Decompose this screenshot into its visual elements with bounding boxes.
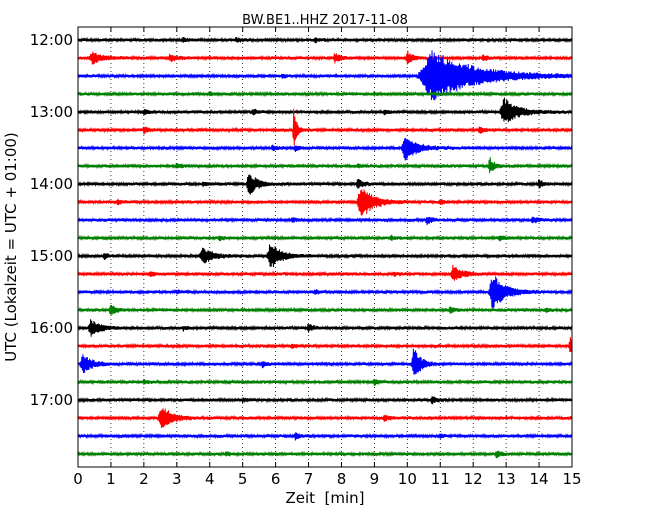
trace-1215 xyxy=(77,50,573,65)
trace-1400 xyxy=(77,174,573,195)
trace-1430 xyxy=(77,216,573,225)
x-tick-label: 9 xyxy=(370,470,380,488)
x-tick-label: 13 xyxy=(497,470,516,488)
trace-1300 xyxy=(77,97,573,123)
traces-layer xyxy=(77,36,573,459)
y-tick-label: 15:00 xyxy=(30,247,73,265)
x-tick-label: 10 xyxy=(398,470,417,488)
trace-1645 xyxy=(77,378,573,387)
trace-1700 xyxy=(77,396,573,405)
y-axis: 12:00 13:00 14:00 15:00 16:00 17:00 xyxy=(30,31,572,409)
grid-layer xyxy=(110,27,540,467)
trace-1745 xyxy=(77,450,573,459)
y-tick-label: 17:00 xyxy=(30,391,73,409)
y-tick-label: 12:00 xyxy=(30,31,73,49)
trace-1545 xyxy=(77,304,573,315)
x-axis: 0 1 2 3 4 5 6 7 8 9 10 11 12 13 14 15 xyxy=(73,27,582,488)
chart-title: BW.BE1..HHZ 2017-11-08 xyxy=(242,13,408,28)
trace-1730 xyxy=(77,432,573,441)
x-tick-label: 7 xyxy=(304,470,314,488)
x-tick-label: 6 xyxy=(271,470,281,488)
trace-1200 xyxy=(77,36,573,44)
y-tick-label: 14:00 xyxy=(30,175,73,193)
trace-1715 xyxy=(77,408,573,429)
x-tick-label: 11 xyxy=(431,470,450,488)
y-tick-label: 16:00 xyxy=(30,319,73,337)
x-axis-label: Zeit [min] xyxy=(285,489,364,507)
x-tick-label: 8 xyxy=(337,470,347,488)
trace-1530 xyxy=(77,276,573,311)
trace-1445 xyxy=(77,234,573,242)
trace-1615 xyxy=(77,337,573,352)
x-tick-label: 14 xyxy=(530,470,549,488)
x-tick-label: 4 xyxy=(205,470,215,488)
trace-1315 xyxy=(77,108,573,146)
x-tick-label: 2 xyxy=(139,470,149,488)
x-tick-label: 3 xyxy=(172,470,182,488)
x-tick-label: 5 xyxy=(238,470,248,488)
trace-1245 xyxy=(77,90,573,98)
trace-1330 xyxy=(77,137,573,161)
x-tick-label: 12 xyxy=(464,470,483,488)
y-axis-label: UTC (Lokalzeit = UTC + 01:00) xyxy=(2,132,20,362)
x-tick-label: 15 xyxy=(562,470,581,488)
trace-1515 xyxy=(77,265,573,281)
trace-1500 xyxy=(77,244,573,267)
trace-1415 xyxy=(77,189,573,216)
x-tick-label: 0 xyxy=(73,470,83,488)
trace-1230 xyxy=(77,50,573,101)
trace-1630 xyxy=(77,348,573,375)
trace-1345 xyxy=(77,157,573,174)
trace-1600 xyxy=(77,319,573,337)
x-tick-label: 1 xyxy=(106,470,116,488)
y-tick-label: 13:00 xyxy=(30,103,73,121)
plot-frame xyxy=(77,26,573,468)
